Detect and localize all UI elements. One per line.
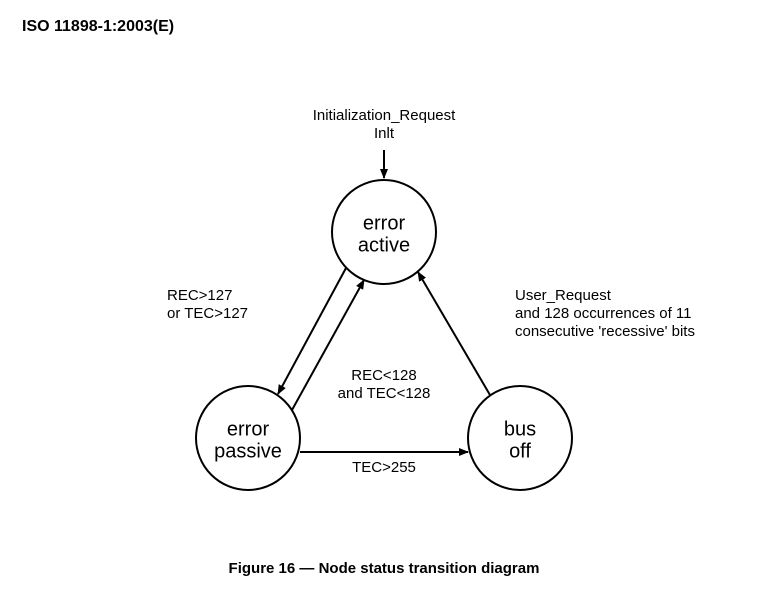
svg-text:error: error	[363, 212, 406, 234]
diagram-svg: error active error passive bus off Initi…	[0, 0, 768, 605]
label-passive-to-busoff: TEC>255	[352, 459, 416, 476]
label-busoff-to-active: User_Requestand 128 occurrences of 11con…	[515, 287, 695, 340]
node-error-active: error active	[332, 180, 436, 284]
init-label-1: Initialization_Request	[313, 107, 456, 124]
node-error-passive: error passive	[196, 386, 300, 490]
node-bus-off: bus off	[468, 386, 572, 490]
svg-text:off: off	[509, 440, 531, 462]
init-label-2: Inlt	[374, 125, 395, 142]
edge-busoff-to-active	[418, 272, 490, 395]
figure-caption: Figure 16 — Node status transition diagr…	[0, 560, 768, 577]
label-passive-to-active: REC<128and TEC<128	[338, 367, 431, 402]
svg-text:error: error	[227, 418, 270, 440]
svg-text:bus: bus	[504, 418, 536, 440]
svg-text:active: active	[358, 234, 410, 256]
svg-text:passive: passive	[214, 440, 282, 462]
label-active-to-passive: REC>127or TEC>127	[167, 287, 248, 322]
